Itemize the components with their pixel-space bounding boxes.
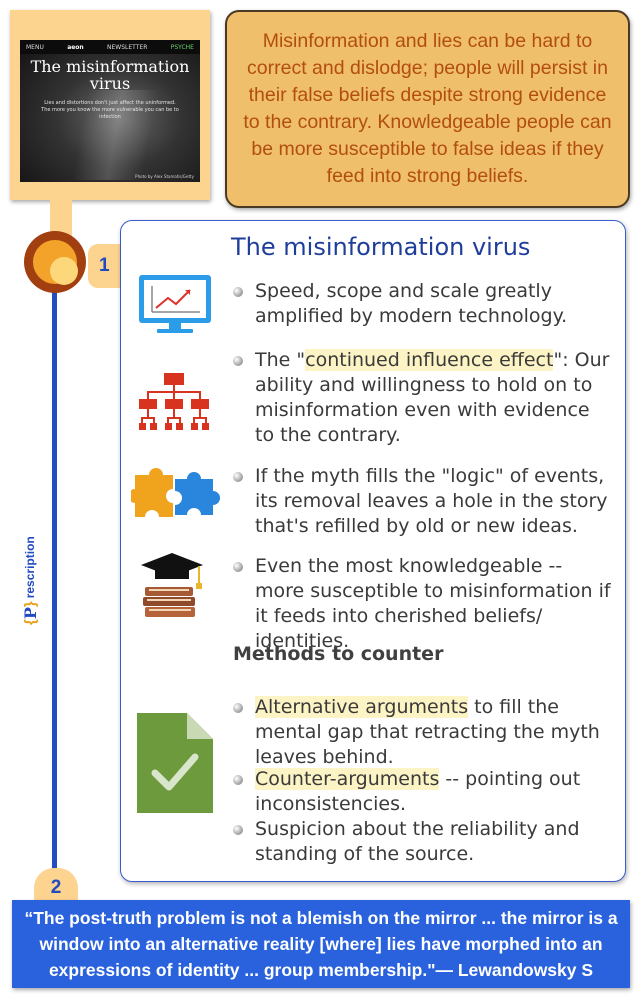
bullet-dot-icon [233,775,243,785]
graduation-books-icon [139,551,205,623]
monitor-chart-icon [139,275,211,335]
bullet-text: If the myth fills the "logic" of events,… [255,465,608,537]
method-item: Alternative arguments to fill the mental… [233,695,613,770]
thumbnail-logo: aeon [67,43,84,51]
highlighted-term: Alternative arguments [255,696,469,718]
article-thumbnail-image: MENU aeon NEWSLETTER PSYCHE The misinfor… [20,40,200,182]
content-card: The misinformation virus [120,220,626,882]
document-check-icon [135,711,215,815]
thumbnail-subtitle: Lies and distortions don't just affect t… [41,100,179,120]
thumbnail-newsletter-label: NEWSLETTER [107,43,148,51]
thumbnail-nav-bar: MENU aeon NEWSLETTER PSYCHE [20,40,200,54]
timeline-line [52,268,57,883]
bullet-dot-icon [233,472,243,482]
method-text: Alternative arguments to fill the mental… [255,696,600,768]
thumbnail-credit: Photo by Alex Stamatis/Getty [135,174,194,179]
bullet-text: The "continued influence effect": Our ab… [255,349,610,446]
method-text: Suspicion about the reliability and stan… [255,818,580,865]
bullet-dot-icon [233,287,243,297]
summary-callout: Misinformation and lies can be hard to c… [225,10,630,208]
methods-heading: Methods to counter [233,643,444,665]
card-title: The misinformation virus [231,233,531,261]
highlighted-term: continued influence effect [305,349,554,371]
thumbnail-menu-label: MENU [26,43,44,51]
bullet-item: If the myth fills the "logic" of events,… [233,464,613,539]
method-text: Counter-arguments -- pointing out incons… [255,768,581,815]
brand-word: rescription [23,536,37,599]
prescription-brand: {P} rescription [20,505,40,625]
bullet-dot-icon [233,562,243,572]
summary-callout-text: Misinformation and lies can be hard to c… [243,30,612,187]
article-thumbnail-frame: MENU aeon NEWSLETTER PSYCHE The misinfor… [10,10,210,200]
puzzle-icon [128,461,221,527]
step-number-1: 1 [88,244,124,288]
timeline-node-icon [24,231,86,293]
quote-banner: “The post-truth problem is not a blemish… [12,900,630,988]
brand-brace-open: { [21,619,39,625]
method-item: Counter-arguments -- pointing out incons… [233,767,613,817]
method-item: Suspicion about the reliability and stan… [233,817,613,867]
thumbnail-section-label: PSYCHE [170,43,194,51]
org-chart-icon [139,371,209,433]
bullet-dot-icon [233,703,243,713]
bullet-item: The "continued influence effect": Our ab… [233,348,613,448]
brand-brace-close: } [21,601,39,608]
bullet-dot-icon [233,825,243,835]
quote-text: “The post-truth problem is not a blemish… [24,908,618,980]
highlighted-term: Counter-arguments [255,768,440,790]
thumbnail-title: The misinformation virus [30,57,190,93]
bullet-item: Even the most knowledgeable -- more susc… [233,554,613,654]
brand-letter: P [20,607,40,620]
bullet-text: Even the most knowledgeable -- more susc… [255,555,611,652]
bullet-text: Speed, scope and scale greatly amplified… [255,280,568,327]
bullet-dot-icon [233,356,243,366]
bullet-item: Speed, scope and scale greatly amplified… [233,279,613,329]
